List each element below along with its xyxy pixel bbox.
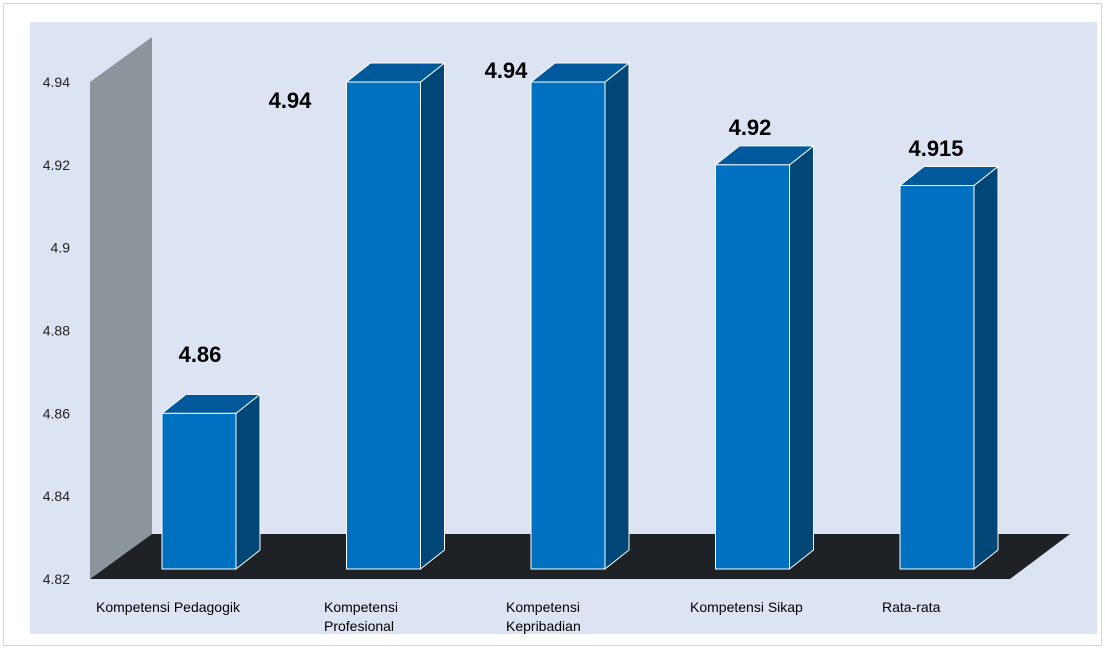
bar-front xyxy=(346,81,421,570)
bar xyxy=(345,61,446,571)
bar-side xyxy=(789,144,814,571)
bar xyxy=(160,393,262,571)
y-tick-label: 4.82 xyxy=(43,571,70,587)
bar-side xyxy=(973,165,999,571)
bar-front xyxy=(715,164,790,570)
back-wall xyxy=(90,37,152,579)
bar-side xyxy=(235,393,261,571)
data-label: 4.86 xyxy=(179,342,222,367)
bar xyxy=(529,61,631,571)
bar-front xyxy=(530,81,606,570)
bar-front xyxy=(161,412,237,570)
y-tick-label: 4.92 xyxy=(43,157,70,173)
data-label: 4.94 xyxy=(485,58,529,83)
data-label: 4.94 xyxy=(269,88,313,113)
y-tick-label: 4.84 xyxy=(43,488,70,504)
y-tick-label: 4.94 xyxy=(43,74,70,90)
bar xyxy=(898,165,1000,571)
y-tick-label: 4.88 xyxy=(43,323,70,339)
data-label: 4.915 xyxy=(908,136,963,161)
bar-front xyxy=(899,185,975,570)
y-tick-label: 4.86 xyxy=(43,405,70,421)
data-label: 4.92 xyxy=(729,115,772,140)
y-tick-label: 4.9 xyxy=(51,240,71,256)
x-tick-label: Rata-rata xyxy=(882,599,941,615)
x-tick-label: Kompetensi Kepribadian xyxy=(506,599,581,634)
bar-side xyxy=(604,61,630,571)
x-tick-label: Kompetensi Sikap xyxy=(690,599,803,615)
x-tick-label: Kompetensi Pedagogik xyxy=(96,599,241,615)
x-tick-label: Kompetensi Profesional xyxy=(324,599,398,634)
bar xyxy=(714,144,815,571)
bar-side xyxy=(420,61,445,571)
